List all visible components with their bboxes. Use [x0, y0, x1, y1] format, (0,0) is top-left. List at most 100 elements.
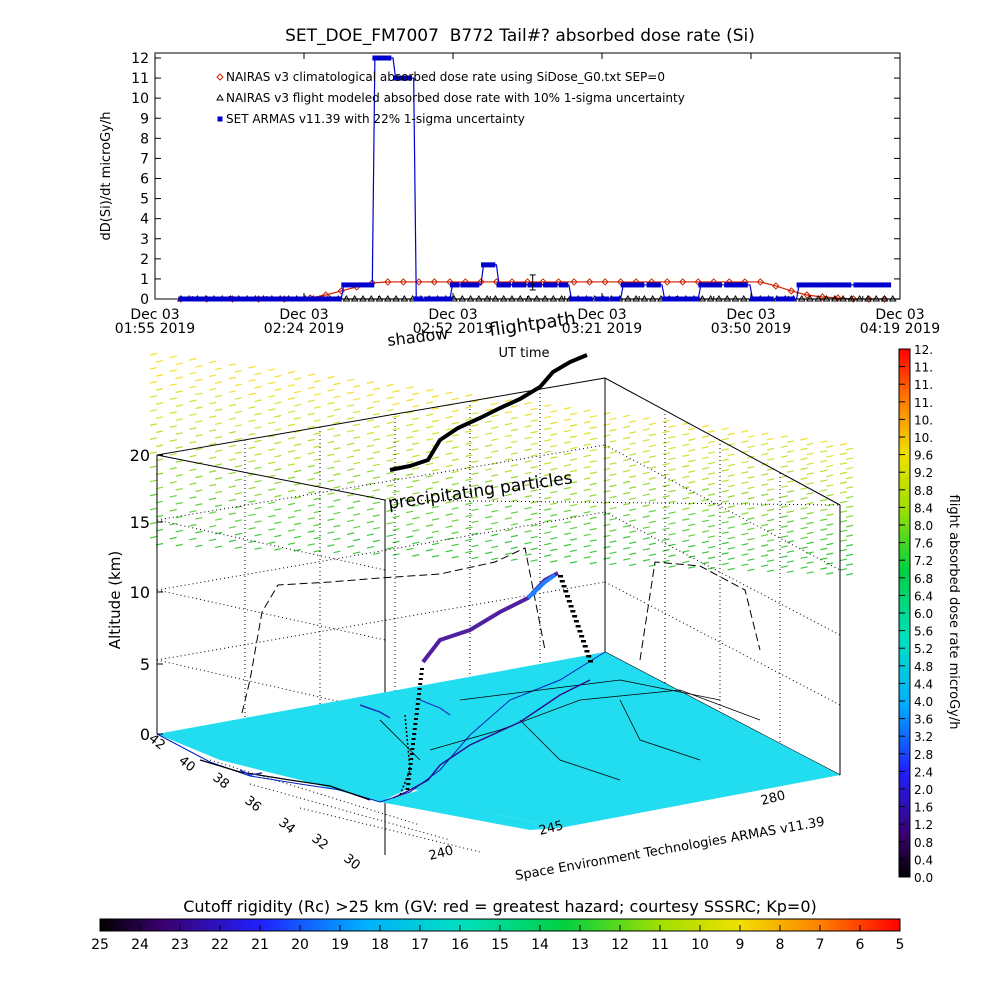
series-point — [262, 296, 268, 302]
series-point — [224, 296, 230, 302]
series-point — [234, 296, 240, 302]
particle-mark — [313, 471, 321, 475]
series-point — [458, 295, 467, 302]
particle-mark — [406, 460, 414, 464]
particle-mark — [563, 486, 572, 490]
particle-mark — [169, 481, 177, 484]
particle-mark — [820, 567, 828, 570]
particle-mark — [313, 536, 321, 540]
particle-mark — [839, 462, 848, 465]
dose-tick-label: 6.8 — [914, 572, 933, 586]
particle-mark — [800, 546, 808, 550]
x-tick-label: 02:24 2019 — [264, 321, 344, 337]
particle-mark — [688, 523, 696, 527]
particle-mark — [826, 533, 834, 536]
curtain-dot — [558, 575, 563, 578]
particle-mark — [465, 502, 473, 506]
particle-mark — [491, 414, 499, 418]
series-point — [483, 295, 492, 302]
particle-mark — [491, 521, 499, 525]
particle-mark — [386, 396, 394, 399]
particle-mark — [268, 501, 276, 505]
particle-mark — [583, 443, 591, 446]
particle-mark — [465, 514, 473, 518]
series-point — [824, 282, 830, 288]
particle-mark — [372, 539, 380, 543]
particle-mark — [155, 444, 164, 448]
particle-mark — [839, 452, 848, 456]
x-axis-label: UT time — [499, 346, 550, 361]
curtain-dot — [419, 673, 424, 675]
particle-mark — [806, 561, 814, 564]
z-axis: 0 5 10 15 20 — [130, 446, 163, 744]
particle-mark — [688, 534, 696, 537]
particle-mark — [425, 524, 434, 527]
series-point — [623, 295, 632, 302]
particle-mark — [682, 539, 690, 543]
particle-mark — [701, 424, 710, 428]
particle-mark — [845, 534, 854, 538]
dose-tick-label: 5.6 — [914, 625, 933, 639]
particle-mark — [372, 463, 380, 467]
particle-mark — [386, 433, 394, 437]
x-tick-label: Dec 03 — [428, 307, 477, 323]
particle-mark — [392, 390, 400, 393]
particle-mark — [491, 402, 499, 406]
dose-tick-label: 4.0 — [914, 695, 933, 709]
particle-mark — [353, 538, 361, 542]
curtain-dot — [568, 605, 574, 608]
particle-mark — [845, 524, 854, 528]
particle-mark — [623, 502, 631, 506]
series-point — [819, 282, 825, 288]
series-point — [756, 278, 765, 286]
particle-mark — [707, 535, 716, 539]
particle-mark — [392, 502, 400, 506]
particle-mark — [327, 440, 335, 444]
particle-mark — [563, 509, 572, 513]
particle-mark — [228, 444, 236, 448]
particle-mark — [662, 538, 670, 541]
particle-mark — [761, 442, 769, 446]
particle-mark — [701, 551, 710, 554]
particle-mark — [629, 541, 637, 545]
dose-tick-label: 6.0 — [914, 607, 933, 621]
particle-mark — [333, 447, 341, 450]
particle-mark — [465, 538, 473, 542]
particle-mark — [629, 431, 637, 434]
series-point — [266, 296, 272, 302]
curtain-dot — [408, 763, 413, 765]
particle-mark — [327, 401, 335, 405]
particle-mark — [786, 490, 794, 493]
particle-mark — [412, 467, 420, 470]
particle-mark — [524, 541, 532, 545]
series-point — [294, 296, 300, 302]
particle-mark — [149, 395, 158, 398]
rigidity-tick-label: 11 — [651, 937, 669, 953]
particle-mark — [451, 470, 459, 474]
particle-mark — [431, 554, 440, 558]
y-tick-label: 1 — [140, 272, 149, 288]
particle-mark — [386, 471, 394, 475]
particle-mark — [169, 425, 177, 428]
particle-mark — [701, 445, 710, 449]
particle-mark — [366, 520, 374, 524]
series-point — [864, 295, 872, 302]
series-point — [485, 262, 491, 268]
series-group — [176, 55, 900, 303]
particle-mark — [451, 482, 459, 486]
particle-mark — [761, 483, 769, 486]
z-tick-label: 20 — [130, 446, 150, 465]
particle-mark — [741, 522, 749, 526]
particle-mark — [767, 559, 775, 563]
curtain-dot — [420, 668, 424, 670]
particle-mark — [707, 482, 716, 486]
particle-mark — [550, 548, 558, 552]
rigidity-tick-label: 21 — [251, 937, 269, 953]
series-point — [474, 282, 480, 288]
particle-mark — [491, 557, 499, 561]
particle-mark — [820, 508, 828, 512]
particle-mark — [544, 450, 552, 454]
particle-mark — [274, 388, 282, 391]
particle-mark — [471, 460, 479, 463]
particle-mark — [274, 548, 282, 551]
